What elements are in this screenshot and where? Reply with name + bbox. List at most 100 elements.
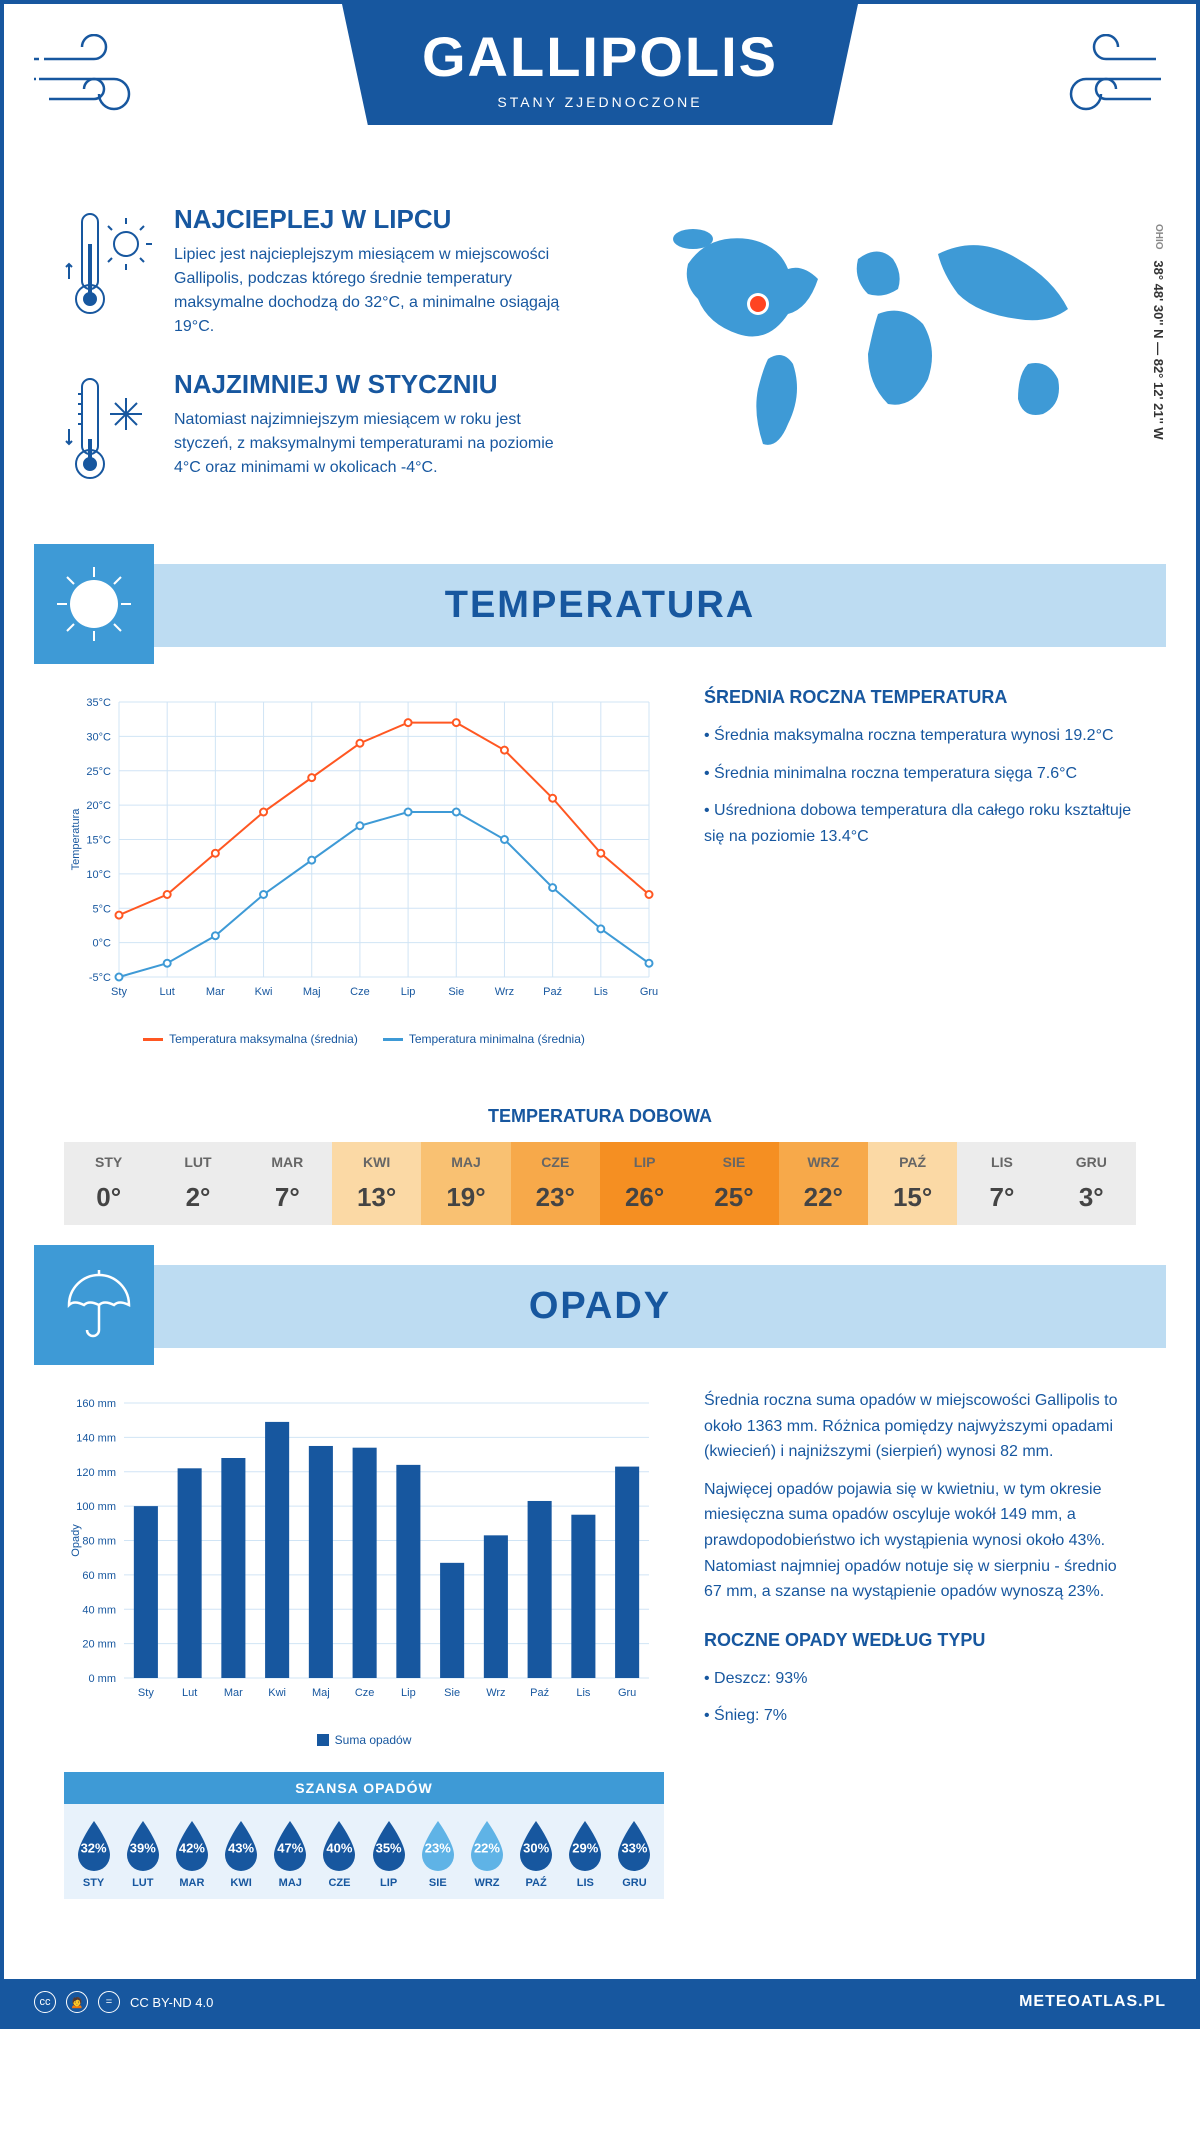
svg-text:Lip: Lip <box>401 986 416 998</box>
svg-text:40 mm: 40 mm <box>82 1604 116 1616</box>
svg-text:Sty: Sty <box>111 986 127 998</box>
svg-text:Paź: Paź <box>530 1687 549 1699</box>
legend-min: Temperatura minimalna (średnia) <box>409 1032 585 1046</box>
svg-text:20°C: 20°C <box>86 800 111 812</box>
svg-text:35°C: 35°C <box>86 697 111 709</box>
temp-bullet: • Średnia maksymalna roczna temperatura … <box>704 723 1136 749</box>
nd-icon: = <box>98 1991 120 2013</box>
svg-text:Sie: Sie <box>448 986 464 998</box>
chance-cell: 35% LIP <box>364 1819 413 1889</box>
svg-text:Paź: Paź <box>543 986 562 998</box>
daily-month: MAJ <box>421 1154 510 1170</box>
svg-text:Lip: Lip <box>401 1687 416 1699</box>
daily-value: 25° <box>689 1182 778 1213</box>
chance-month: STY <box>69 1877 118 1889</box>
chance-pct: 47% <box>277 1840 303 1855</box>
header: GALLIPOLIS STANY ZJEDNOCZONE <box>4 4 1196 204</box>
chance-box: SZANSA OPADÓW 32%STY39%LUT42%MAR43%KWI47… <box>64 1772 664 1899</box>
svg-text:5°C: 5°C <box>93 903 112 915</box>
thermometer-hot-icon <box>64 204 154 339</box>
drop-icon: 22% <box>465 1819 509 1871</box>
daily-cell: LUT 2° <box>153 1142 242 1225</box>
chance-cell: 30%PAŹ <box>512 1819 561 1889</box>
temperature-line-chart: -5°C0°C5°C10°C15°C20°C25°C30°C35°CStyLut… <box>64 687 664 1022</box>
chance-pct: 40% <box>326 1840 352 1855</box>
svg-text:Maj: Maj <box>312 1687 330 1699</box>
daily-cell: KWI13° <box>332 1142 421 1225</box>
svg-text:0 mm: 0 mm <box>89 1673 117 1685</box>
wind-deco-right-icon <box>1036 34 1166 129</box>
lat: 38° 48' 30'' N <box>1151 260 1166 338</box>
daily-month: WRZ <box>779 1154 868 1170</box>
intro-section: NAJCIEPLEJ W LIPCU Lipiec jest najcieple… <box>4 204 1196 564</box>
license: cc 🙍 = CC BY-ND 4.0 <box>34 1991 213 2013</box>
drop-icon: 42% <box>170 1819 214 1871</box>
daily-value: 2° <box>153 1182 242 1213</box>
world-map: OHIO 38° 48' 30'' N — 82° 12' 21'' W <box>620 204 1136 524</box>
daily-cell: MAR7° <box>243 1142 332 1225</box>
temp-legend: Temperatura maksymalna (średnia) Tempera… <box>64 1032 664 1046</box>
chance-pct: 22% <box>474 1840 500 1855</box>
coldest-title: NAJZIMNIEJ W STYCZNIU <box>174 369 580 400</box>
svg-text:Lut: Lut <box>160 986 175 998</box>
hottest-text: Lipiec jest najcieplejszym miesiącem w m… <box>174 243 580 339</box>
svg-text:25°C: 25°C <box>86 766 111 778</box>
chance-cell: 42%MAR <box>167 1819 216 1889</box>
chance-month: LIP <box>364 1877 413 1889</box>
daily-cell: STY 0° <box>64 1142 153 1225</box>
chance-pct: 42% <box>179 1840 205 1855</box>
svg-text:Lut: Lut <box>182 1687 197 1699</box>
svg-text:Lis: Lis <box>594 986 609 998</box>
precip-content: 0 mm20 mm40 mm60 mm80 mm100 mm120 mm140 … <box>4 1348 1196 1939</box>
svg-text:60 mm: 60 mm <box>82 1570 116 1582</box>
precip-type: • Śnieg: 7% <box>704 1703 1136 1729</box>
daily-month: STY <box>64 1154 153 1170</box>
drop-icon: 29% <box>563 1819 607 1871</box>
chance-cell: 47% MAJ <box>266 1819 315 1889</box>
drop-icon: 40% <box>317 1819 361 1871</box>
daily-month: LUT <box>153 1154 242 1170</box>
chance-month: LUT <box>118 1877 167 1889</box>
precip-p1: Średnia roczna suma opadów w miejscowośc… <box>704 1388 1136 1465</box>
svg-text:Wrz: Wrz <box>495 986 514 998</box>
svg-text:Gru: Gru <box>640 986 658 998</box>
temp-bullet: • Uśredniona dobowa temperatura dla całe… <box>704 798 1136 849</box>
svg-text:Mar: Mar <box>206 986 225 998</box>
daily-month: CZE <box>511 1154 600 1170</box>
chance-cell: 39%LUT <box>118 1819 167 1889</box>
precipitation-bar-chart: 0 mm20 mm40 mm60 mm80 mm100 mm120 mm140 … <box>64 1388 664 1723</box>
chance-title: SZANSA OPADÓW <box>64 1772 664 1804</box>
daily-month: LIS <box>957 1154 1046 1170</box>
precip-section-header: OPADY <box>34 1265 1166 1348</box>
svg-text:Opady: Opady <box>70 1524 82 1557</box>
daily-month: SIE <box>689 1154 778 1170</box>
svg-text:Mar: Mar <box>224 1687 243 1699</box>
temp-section-title: TEMPERATURA <box>34 584 1166 627</box>
drop-icon: 33% <box>612 1819 656 1871</box>
daily-value: 15° <box>868 1182 957 1213</box>
chance-row: 32%STY39%LUT42%MAR43%KWI47%MAJ40%CZE35%L… <box>64 1804 664 1899</box>
daily-temp-title: TEMPERATURA DOBOWA <box>4 1106 1196 1127</box>
svg-text:Maj: Maj <box>303 986 321 998</box>
coldest-fact: NAJZIMNIEJ W STYCZNIU Natomiast najzimni… <box>64 369 580 494</box>
precip-type-title: ROCZNE OPADY WEDŁUG TYPU <box>704 1630 1136 1651</box>
svg-text:100 mm: 100 mm <box>76 1501 116 1513</box>
svg-text:Cze: Cze <box>355 1687 375 1699</box>
chance-month: CZE <box>315 1877 364 1889</box>
daily-month: GRU <box>1047 1154 1136 1170</box>
cc-icon: cc <box>34 1991 56 2013</box>
svg-text:140 mm: 140 mm <box>76 1432 116 1444</box>
daily-value: 0° <box>64 1182 153 1213</box>
svg-text:Lis: Lis <box>576 1687 591 1699</box>
daily-value: 26° <box>600 1182 689 1213</box>
svg-text:30°C: 30°C <box>86 731 111 743</box>
chance-cell: 43%KWI <box>217 1819 266 1889</box>
coldest-text: Natomiast najzimniejszym miesiącem w rok… <box>174 408 580 480</box>
daily-cell: PAŹ15° <box>868 1142 957 1225</box>
drop-icon: 35% <box>367 1819 411 1871</box>
thermometer-cold-icon <box>64 369 154 494</box>
chance-pct: 29% <box>572 1840 598 1855</box>
temp-summary-bullets: • Średnia maksymalna roczna temperatura … <box>704 723 1136 849</box>
daily-cell: SIE 25° <box>689 1142 778 1225</box>
chance-month: MAJ <box>266 1877 315 1889</box>
